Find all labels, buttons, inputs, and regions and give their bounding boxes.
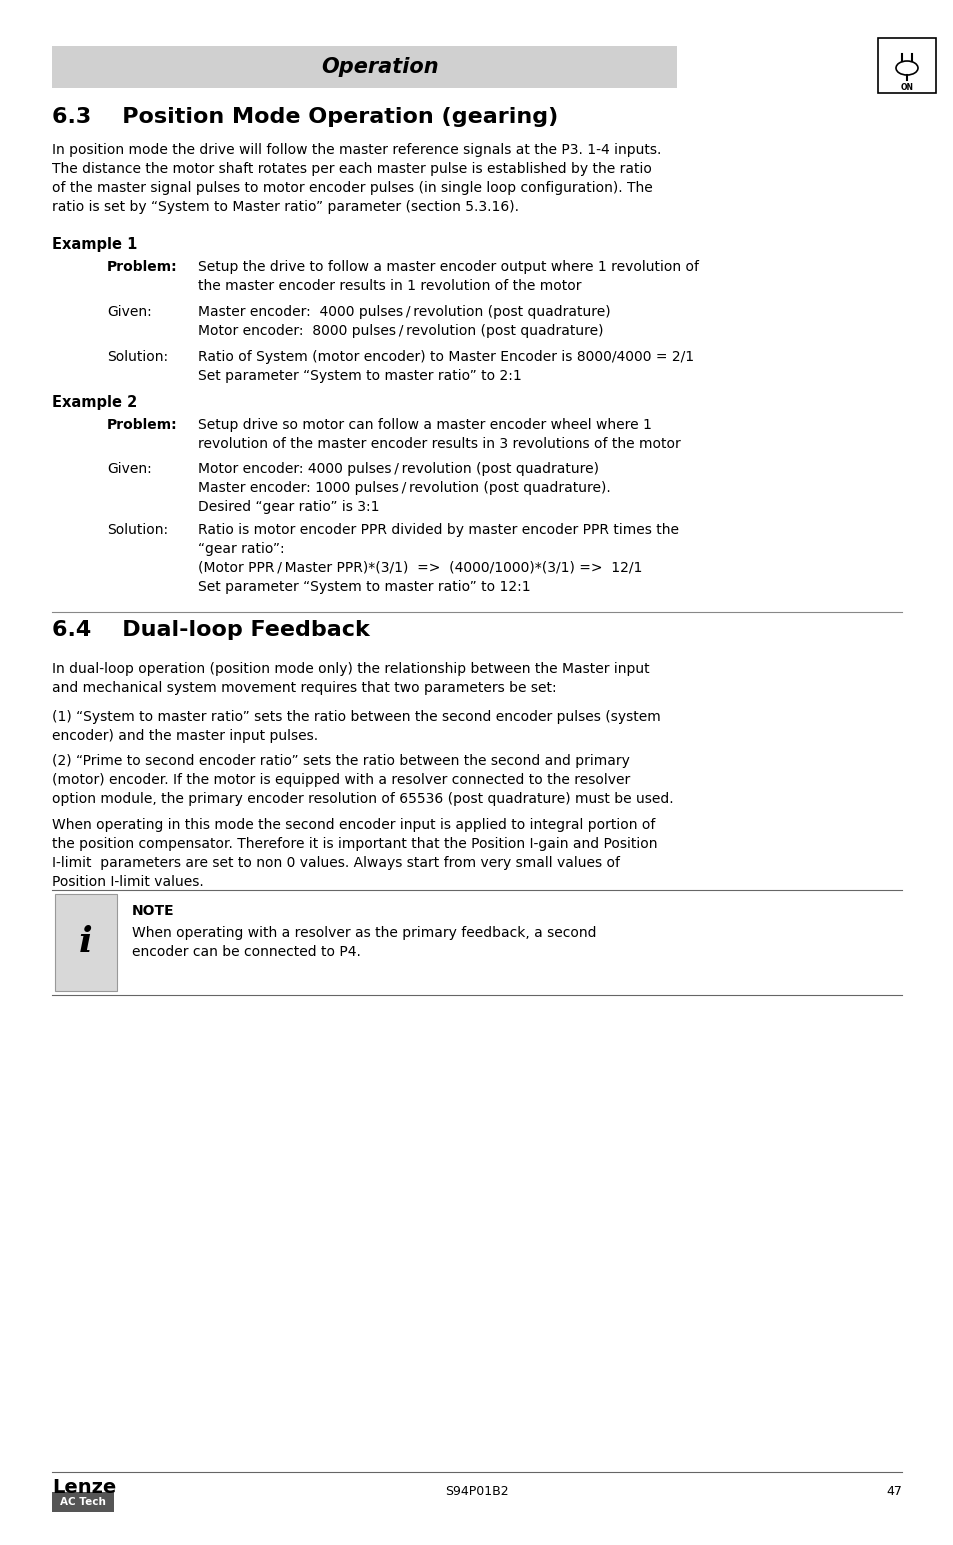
Text: 47: 47: [885, 1485, 901, 1499]
Text: Example 1: Example 1: [52, 236, 137, 252]
Text: Example 2: Example 2: [52, 396, 137, 409]
Text: When operating in this mode the second encoder input is applied to integral port: When operating in this mode the second e…: [52, 817, 657, 888]
Text: Problem:: Problem:: [107, 260, 177, 273]
Text: Master encoder:  4000 pulses / revolution (post quadrature)
Motor encoder:  8000: Master encoder: 4000 pulses / revolution…: [198, 304, 610, 338]
Text: 6.3    Position Mode Operation (gearing): 6.3 Position Mode Operation (gearing): [52, 107, 558, 127]
Text: (1) “System to master ratio” sets the ratio between the second encoder pulses (s: (1) “System to master ratio” sets the ra…: [52, 711, 660, 743]
Text: Given:: Given:: [107, 462, 152, 476]
Bar: [55, 895, 117, 990]
Text: NOTE: NOTE: [132, 904, 174, 918]
Text: Given:: Given:: [107, 304, 152, 318]
Text: Ratio is motor encoder PPR divided by master encoder PPR times the
“gear ratio”:: Ratio is motor encoder PPR divided by ma…: [198, 524, 679, 593]
Bar: [52, 1492, 113, 1513]
Text: Setup drive so motor can follow a master encoder wheel where 1
revolution of the: Setup drive so motor can follow a master…: [198, 419, 680, 451]
Text: Lenze: Lenze: [52, 1479, 116, 1497]
Text: Setup the drive to follow a master encoder output where 1 revolution of
the mast: Setup the drive to follow a master encod…: [198, 260, 699, 294]
Text: (2) “Prime to second encoder ratio” sets the ratio between the second and primar: (2) “Prime to second encoder ratio” sets…: [52, 754, 673, 806]
Text: S94P01B2: S94P01B2: [445, 1485, 508, 1499]
Text: AC Tech: AC Tech: [60, 1497, 106, 1506]
Text: When operating with a resolver as the primary feedback, a second
encoder can be : When operating with a resolver as the pr…: [132, 925, 596, 959]
Text: In position mode the drive will follow the master reference signals at the P3. 1: In position mode the drive will follow t…: [52, 144, 660, 213]
Text: i: i: [79, 925, 92, 959]
Text: Solution:: Solution:: [107, 351, 168, 365]
Text: Operation: Operation: [321, 57, 438, 77]
Text: 6.4    Dual-loop Feedback: 6.4 Dual-loop Feedback: [52, 620, 370, 640]
Bar: [52, 46, 677, 88]
Text: Problem:: Problem:: [107, 419, 177, 433]
Bar: [877, 39, 935, 93]
Text: Ratio of System (motor encoder) to Master Encoder is 8000/4000 = 2/1
Set paramet: Ratio of System (motor encoder) to Maste…: [198, 351, 694, 383]
Text: In dual-loop operation (position mode only) the relationship between the Master : In dual-loop operation (position mode on…: [52, 661, 649, 695]
Ellipse shape: [895, 60, 917, 76]
Text: Solution:: Solution:: [107, 524, 168, 538]
Text: Motor encoder: 4000 pulses / revolution (post quadrature)
Master encoder: 1000 p: Motor encoder: 4000 pulses / revolution …: [198, 462, 610, 514]
Text: ON: ON: [900, 82, 913, 91]
